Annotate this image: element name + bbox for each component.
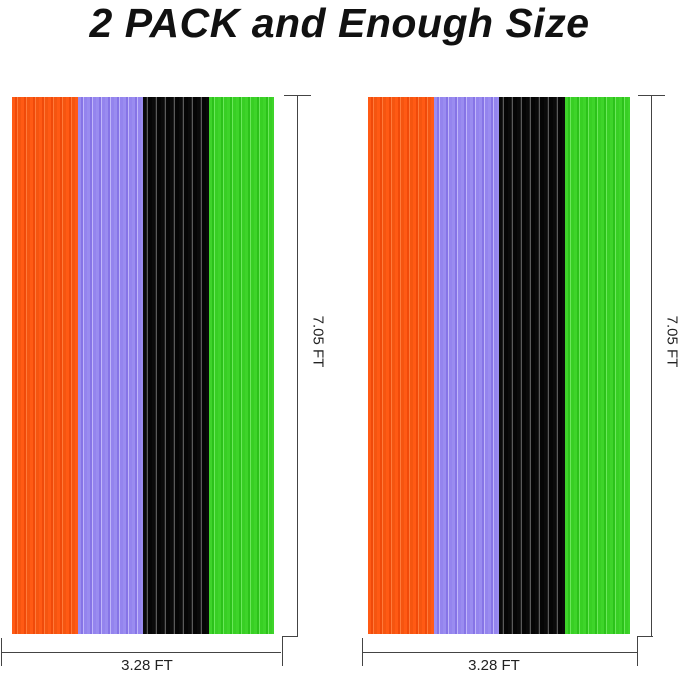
width-label: 3.28 FT (121, 657, 173, 674)
height-dimension-bottom-tick (282, 636, 298, 637)
width-label: 3.28 FT (468, 657, 520, 674)
green-strip (208, 97, 274, 634)
width-dimension-line (363, 652, 637, 653)
headline: 2 PACK and Enough Size (89, 0, 590, 46)
height-dimension-bottom-tick (637, 636, 653, 637)
width-dimension-line (2, 652, 281, 653)
height-dimension-line (651, 95, 652, 636)
purple-strip (77, 97, 143, 634)
width-dimension-right-tick (282, 636, 283, 666)
green-strip (564, 97, 630, 634)
fringe-curtain-1 (12, 97, 274, 634)
height-label: 7.05 FT (309, 315, 327, 368)
black-strip (499, 97, 565, 634)
purple-strip (433, 97, 499, 634)
black-strip (143, 97, 209, 634)
width-dimension-left-tick (1, 638, 2, 666)
height-label: 7.05 FT (663, 315, 679, 368)
orange-strip (368, 97, 434, 634)
height-dimension-line (297, 95, 298, 636)
width-dimension-left-tick (362, 638, 363, 666)
fringe-curtain-2 (368, 97, 630, 634)
orange-strip (12, 97, 78, 634)
width-dimension-right-tick (637, 636, 638, 666)
